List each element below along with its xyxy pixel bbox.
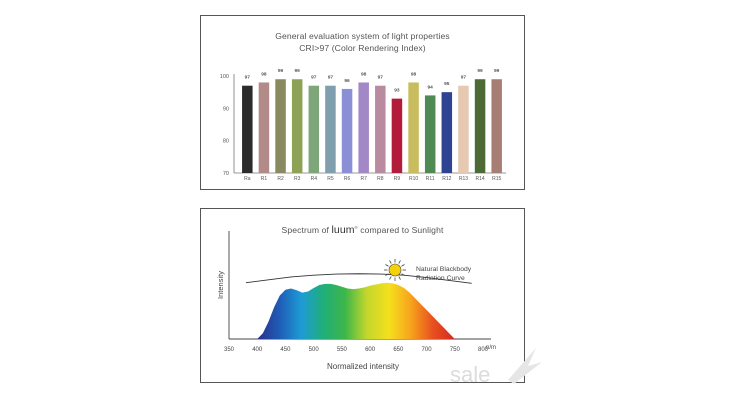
sun-ray: [398, 260, 401, 264]
sun-ray: [401, 273, 405, 276]
bar-R14: [474, 79, 486, 173]
x-tick-label: 800: [478, 347, 489, 353]
x-tick-label: 550: [337, 347, 348, 353]
bar-value-label: 97: [378, 75, 384, 81]
x-tick-label: R5: [327, 176, 334, 182]
x-tick-label: Ra: [244, 176, 251, 182]
sun-ray: [401, 264, 405, 267]
bar-value-label: 96: [344, 78, 350, 84]
sun-disc: [388, 263, 402, 277]
x-axis-title: Normalized intensity: [327, 362, 399, 371]
y-tick-label: 80: [223, 139, 229, 145]
x-tick-label: 650: [393, 347, 404, 353]
bar-value-label: 97: [245, 75, 251, 81]
bar-value-label: 99: [295, 68, 301, 74]
spectrum-chart-panel: Spectrum of luum® compared to Sunlight 3…: [200, 208, 525, 383]
bar-value-label: 99: [477, 68, 483, 74]
x-tick-label: 450: [280, 347, 291, 353]
x-tick-label: R10: [409, 176, 418, 182]
y-tick-label: 70: [223, 171, 229, 177]
y-tick-label: 100: [220, 74, 229, 80]
spectrum-chart-title: Spectrum of luum® compared to Sunlight: [281, 224, 444, 236]
annotation-line-2: Radiation Curve: [416, 275, 465, 282]
bar-value-label: 97: [311, 75, 317, 81]
bar-value-label: 95: [444, 81, 450, 87]
bar-R5: [325, 85, 336, 173]
bar-R8: [375, 85, 386, 173]
bar-value-label: 93: [394, 88, 400, 94]
sun-ray: [398, 276, 401, 280]
x-tick-label: R9: [394, 176, 401, 182]
x-tick-label: R7: [360, 176, 367, 182]
x-tick-label: 700: [422, 347, 433, 353]
cri-chart-panel: General evaluation system of light prope…: [200, 15, 525, 190]
x-tick-label: R11: [426, 176, 435, 182]
x-tick-label: R6: [344, 176, 351, 182]
watermark-logo-icon: [508, 348, 542, 384]
bar-R4: [308, 85, 320, 173]
x-tick-label: R13: [459, 176, 468, 182]
x-tick-label: R12: [442, 176, 451, 182]
bar-R13: [458, 85, 469, 173]
x-tick-label: R1: [261, 176, 268, 182]
bar-value-label: 94: [428, 84, 434, 90]
x-tick-label: 500: [309, 347, 320, 353]
bar-value-label: 97: [461, 75, 467, 81]
bar-R15: [491, 79, 502, 173]
y-axis-title: Intensity: [216, 271, 225, 299]
bar-value-label: 97: [328, 75, 334, 81]
x-tick-label: 350: [224, 347, 235, 353]
sun-ray: [389, 276, 392, 280]
bar-value-label: 98: [411, 71, 417, 77]
x-unit-label: n/m: [486, 345, 496, 351]
bar-value-label: 99: [494, 68, 500, 74]
annotation-line-1: Natural Blackbody: [416, 266, 472, 273]
y-tick-label: 90: [223, 106, 229, 112]
x-tick-label: R8: [377, 176, 384, 182]
sun-icon: [384, 259, 406, 281]
bar-R7: [358, 82, 369, 173]
cri-chart-title: General evaluation system of light prope…: [275, 31, 450, 41]
x-tick-label: R15: [492, 176, 501, 182]
bar-R9: [391, 98, 403, 173]
bar-value-label: 99: [278, 68, 284, 74]
bar-R12: [441, 92, 453, 173]
bar-Ra: [242, 85, 253, 173]
bar-R3: [291, 79, 303, 173]
bar-value-label: 98: [361, 71, 367, 77]
sun-ray: [389, 260, 392, 264]
brand-logo: luum: [331, 224, 355, 236]
spectrum-area: [257, 282, 455, 339]
spectrum-title-suffix: compared to Sunlight: [360, 225, 444, 235]
cri-chart-subtitle: CRI>97 (Color Rendering Index): [299, 43, 426, 53]
sun-ray: [385, 264, 389, 267]
sun-ray: [385, 273, 389, 276]
bar-R11: [424, 95, 436, 173]
bar-R6: [341, 88, 353, 173]
x-tick-label: R3: [294, 176, 301, 182]
watermark-text: sale: [450, 362, 491, 387]
x-tick-label: R4: [311, 176, 318, 182]
bar-value-label: 98: [261, 71, 267, 77]
bar-R1: [258, 82, 270, 173]
x-tick-label: 750: [450, 347, 461, 353]
bar-R2: [275, 79, 286, 173]
x-tick-label: R14: [475, 176, 484, 182]
blackbody-curve: [245, 273, 472, 284]
bar-R10: [408, 82, 419, 173]
x-tick-label: R2: [277, 176, 284, 182]
spectrum-title-prefix: Spectrum of: [281, 225, 329, 235]
cri-bar-chart: 70 80 90 100 97 Ra 98 R1 99 R2 99 R3 97 R4 97 R5 96 R6 98 R…: [220, 68, 506, 182]
x-tick-label: 400: [252, 347, 263, 353]
x-tick-label: 600: [365, 347, 376, 353]
